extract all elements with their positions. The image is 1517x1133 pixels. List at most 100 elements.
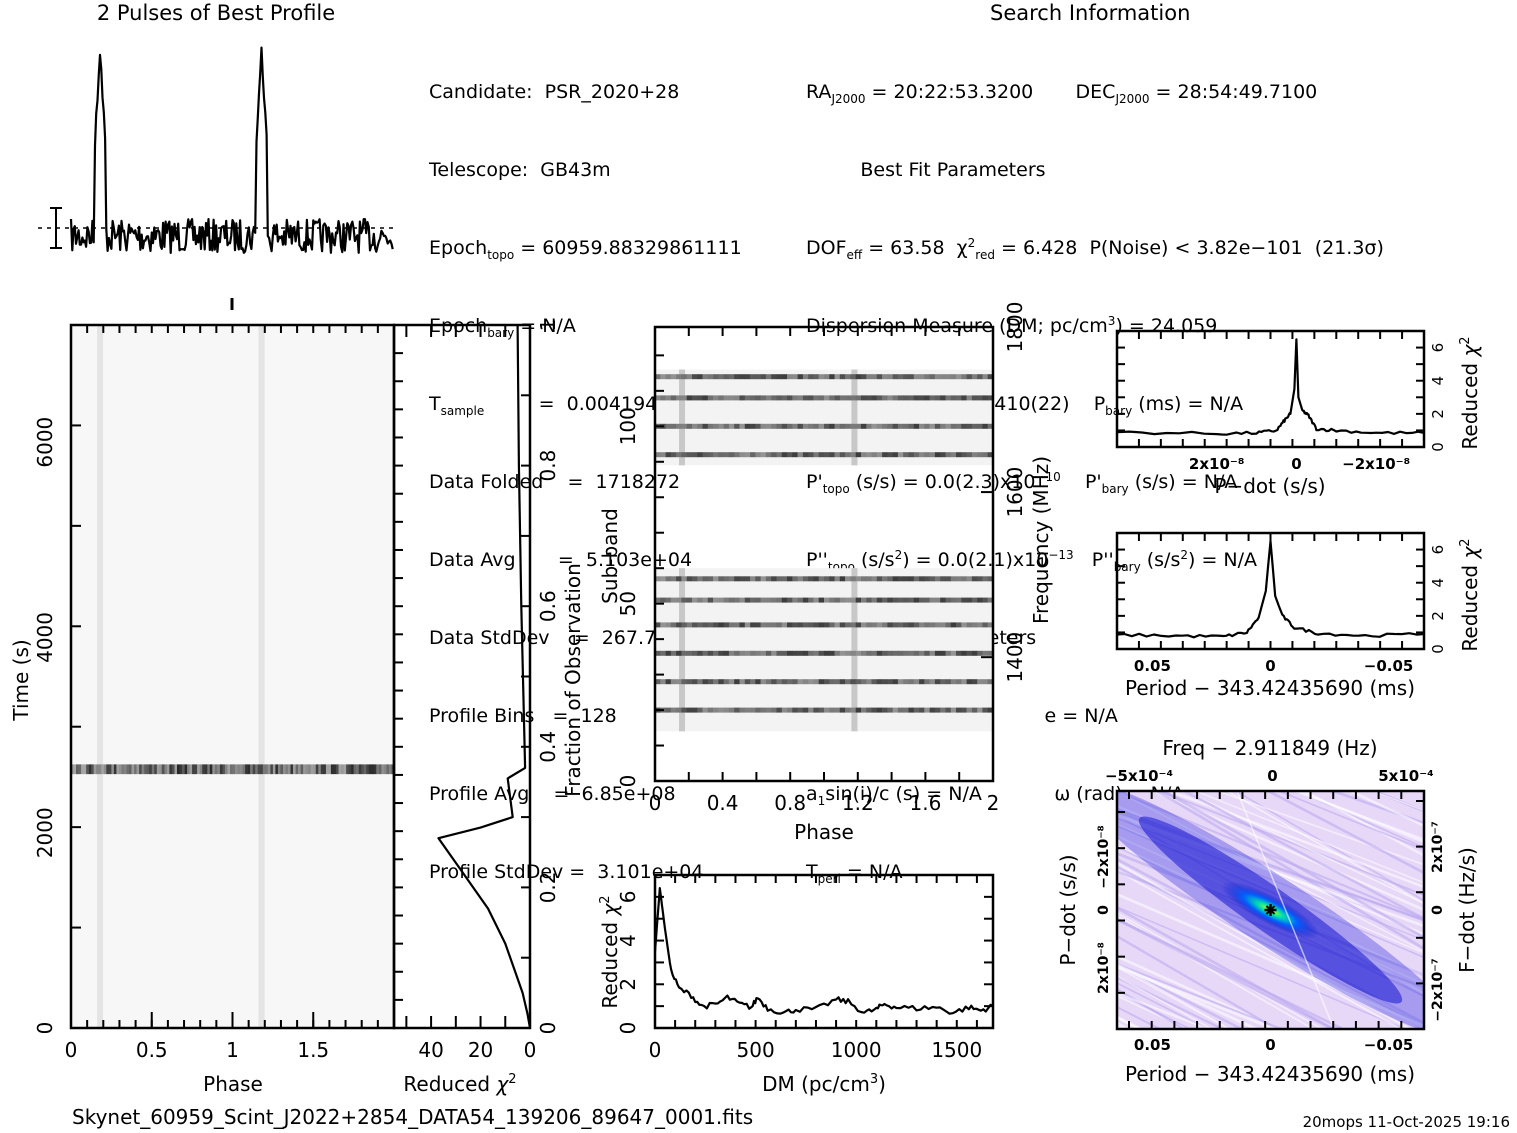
band-cell — [257, 764, 261, 775]
ra-dec-row: RAJ2000 = 20:22:53.3200 DECJ2000 = 28:54… — [806, 81, 1318, 106]
band-cell — [192, 764, 195, 775]
subband-cell — [892, 374, 899, 380]
peak-line — [1116, 540, 1425, 639]
subband-cell — [728, 679, 735, 685]
subband-cell — [897, 423, 904, 429]
band-cell — [154, 764, 158, 775]
subband-cell — [977, 650, 983, 656]
band-cell — [368, 764, 372, 775]
band-cell — [134, 764, 137, 775]
subband-cell — [961, 374, 967, 380]
subband-cell — [670, 576, 677, 582]
subband-cell — [713, 576, 719, 582]
band-cell — [197, 764, 200, 775]
subband-cell — [655, 374, 661, 380]
subband-cell — [945, 452, 952, 458]
subband-bg — [655, 369, 993, 466]
band-cell — [227, 764, 231, 775]
profile-stddev-row: Profile StdDev = 3.101e+04 — [429, 861, 704, 883]
y-tick-label: 6000 — [33, 417, 57, 468]
subband-cell — [792, 576, 798, 582]
subband-cell — [919, 576, 925, 582]
subband-cell — [945, 597, 952, 603]
best-fit-header: Best Fit Parameters — [860, 159, 1046, 181]
band-cell — [275, 764, 279, 775]
subband-cell — [808, 679, 814, 685]
dm-line — [653, 886, 994, 1015]
freq-label: Freq − 2.911849 (Hz) — [1162, 736, 1377, 760]
subband-cell — [861, 452, 867, 458]
subband-cell — [660, 576, 666, 582]
period-label-1: Period − 343.42435690 (ms) — [1125, 676, 1415, 700]
subband-cell — [702, 650, 709, 656]
subband-cell — [971, 576, 978, 582]
band-cell — [124, 764, 127, 775]
subband-cell — [702, 707, 709, 713]
subband-cell — [797, 374, 804, 380]
subband-cell — [950, 622, 957, 628]
profile-line — [69, 46, 394, 254]
subband-cell — [929, 679, 936, 685]
subband-cell — [892, 423, 899, 429]
subband-cell — [702, 576, 709, 582]
subband-cell — [734, 622, 740, 628]
subband-cell — [829, 679, 835, 685]
streak — [1194, 791, 1424, 884]
band-cell — [270, 764, 274, 775]
band-cell — [151, 764, 155, 775]
subband-cell — [676, 679, 682, 685]
subband-cell — [829, 452, 835, 458]
subband-cell — [692, 679, 698, 685]
subband-cell — [982, 597, 988, 603]
subband-cell — [850, 650, 856, 656]
subband-cell — [871, 622, 878, 628]
subband-cell — [876, 707, 883, 713]
subband-cell — [692, 597, 698, 603]
y-tick-label: 50 — [616, 591, 640, 616]
dm-label: DM (pc/cm3) — [762, 1072, 886, 1096]
subband-cell — [713, 597, 719, 603]
subband-cell — [692, 395, 698, 401]
subband-cell — [771, 622, 777, 628]
subband-cell — [971, 622, 978, 628]
subband-cell — [871, 707, 878, 713]
subband-cell — [839, 374, 846, 380]
telescope-value: GB43m — [540, 159, 611, 181]
subband-cell — [760, 423, 767, 429]
band-cell — [341, 764, 344, 775]
subband-cell — [871, 395, 878, 401]
subband-cell — [781, 650, 788, 656]
subband-cell — [797, 576, 804, 582]
subband-cell — [781, 622, 788, 628]
subband-cell — [728, 622, 735, 628]
subband-cell — [850, 576, 856, 582]
subband-cell — [723, 679, 730, 685]
peak-line — [1116, 338, 1425, 436]
subband-cell — [956, 395, 962, 401]
subband-cell — [760, 395, 767, 401]
subband-cell — [765, 622, 772, 628]
subband-cell — [829, 597, 835, 603]
subband-cell — [934, 707, 941, 713]
y-tick-label: 2 — [616, 978, 640, 991]
subband-cell — [818, 650, 825, 656]
subband-cell — [723, 423, 730, 429]
subband-cell — [892, 707, 899, 713]
subband-cell — [760, 597, 767, 603]
band-cell — [171, 764, 175, 775]
band-cell — [184, 764, 188, 775]
subband-cell — [876, 576, 883, 582]
subband-cell — [882, 679, 888, 685]
subband-cell — [681, 452, 687, 458]
band-cell — [146, 764, 150, 775]
dm-frame — [653, 873, 995, 1030]
streak — [1183, 791, 1424, 905]
x-tick-label: 2x10⁻⁸ — [1189, 455, 1244, 473]
subband-cell — [908, 707, 915, 713]
x-tick-label: 1.2 — [842, 791, 874, 815]
band-cell — [136, 764, 140, 775]
subband-cell — [987, 423, 994, 429]
subband-cell — [713, 423, 719, 429]
subband-cell — [897, 707, 904, 713]
subband-cell — [924, 707, 930, 713]
